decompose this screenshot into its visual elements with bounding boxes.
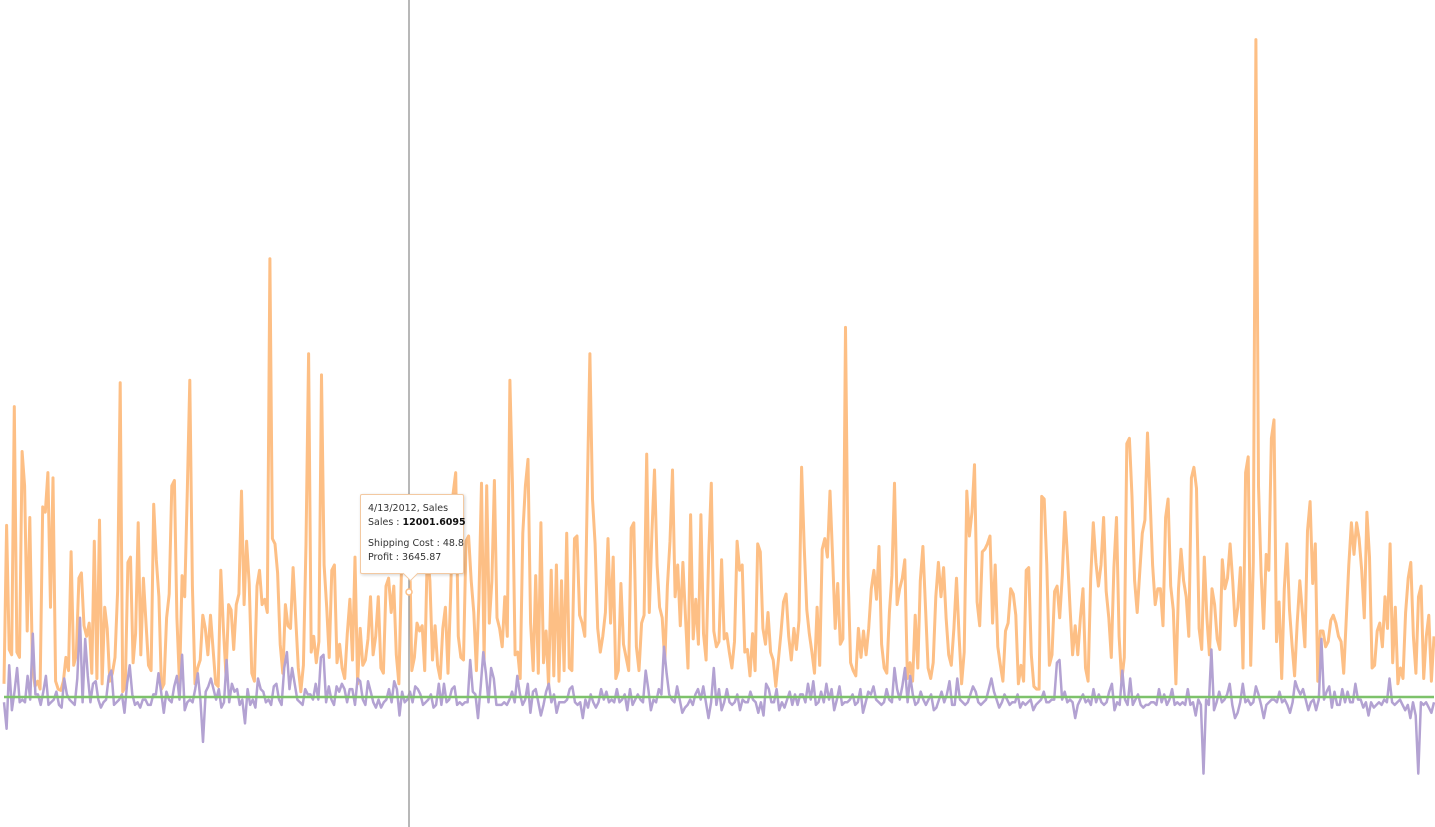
series-layer (2, 38, 1435, 775)
tooltip-sales-value: 12001.6095 (402, 517, 466, 528)
chart-tooltip: 4/13/2012, Sales Sales : 12001.6095 Ship… (360, 494, 466, 582)
tooltip-sales: Sales : 12001.6095 (368, 516, 466, 530)
sales-line (2, 38, 1435, 694)
tooltip-shipping-cost: Shipping Cost : 48.8 (368, 538, 464, 549)
tooltip-sales-label: Sales : (368, 517, 403, 528)
hover-point-marker (405, 588, 413, 596)
profit-line (2, 616, 1435, 775)
tooltip-header: 4/13/2012, Sales (368, 503, 449, 514)
tooltip-profit: Profit : 3645.87 (368, 552, 442, 563)
